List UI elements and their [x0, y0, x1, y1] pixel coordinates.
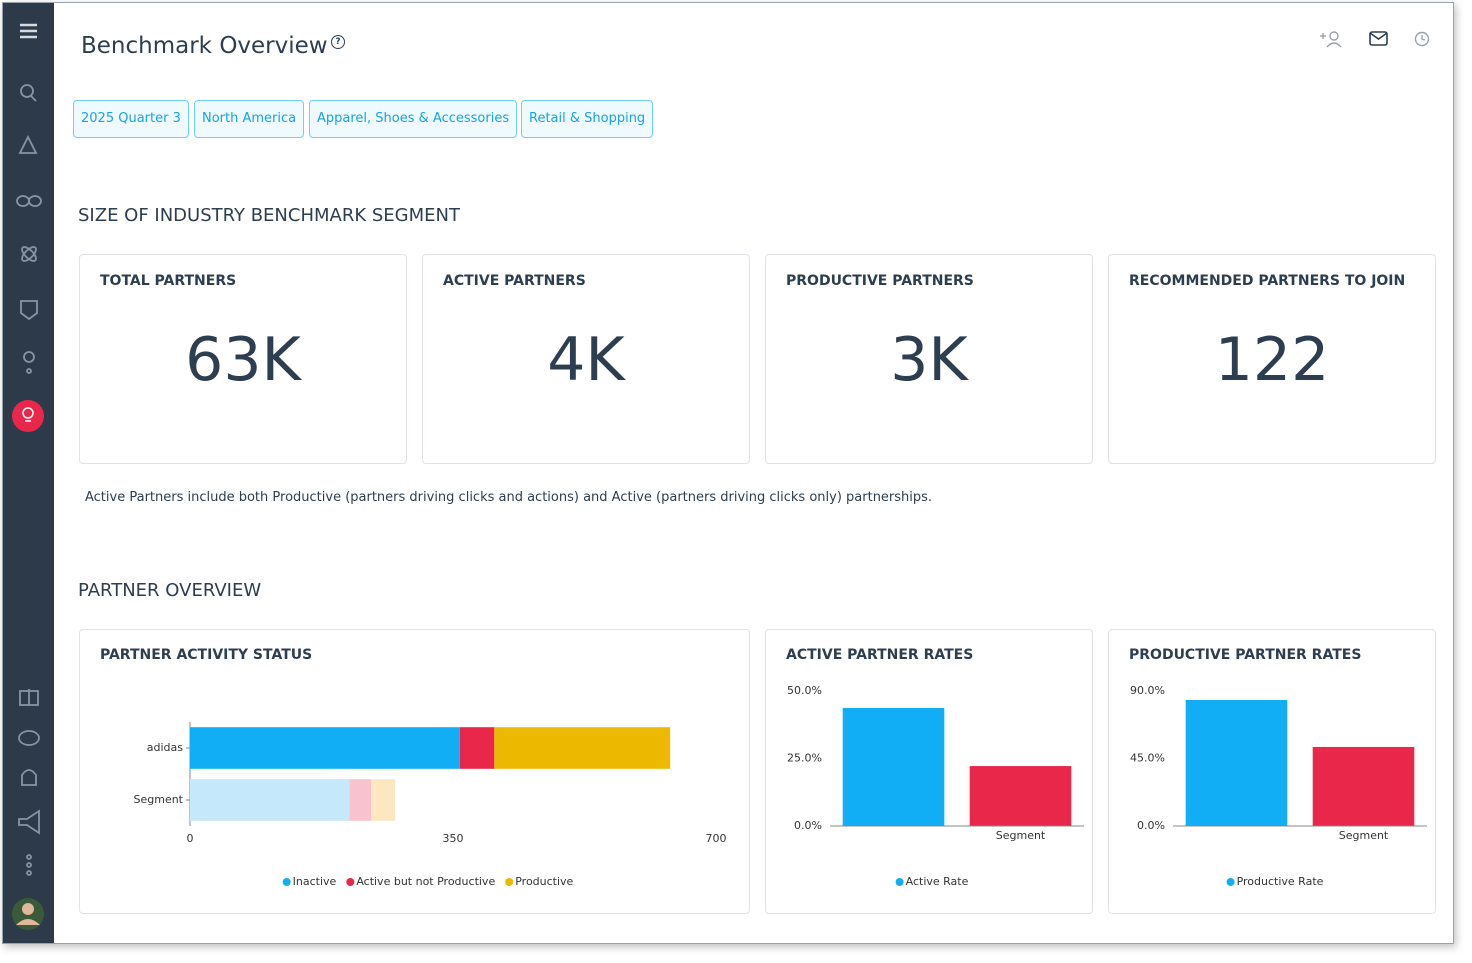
filter-chip[interactable]: Apparel, Shoes & Accessories	[309, 100, 518, 138]
legend-label: Productive Rate	[1237, 875, 1324, 888]
kpi-card: ACTIVE PARTNERS 4K	[422, 254, 750, 464]
y-tick-label: 0.0%	[1137, 819, 1165, 832]
legend-marker	[346, 878, 355, 886]
legend-label: Active but not Productive	[356, 875, 495, 888]
kpi-value: 4K	[547, 325, 625, 395]
more-icon[interactable]	[26, 854, 32, 876]
page-title: Benchmark Overview	[81, 33, 328, 59]
network-icon[interactable]	[18, 134, 38, 154]
chart-title: ACTIVE PARTNER RATES	[786, 647, 974, 663]
y-tick-label: 90.0%	[1130, 684, 1165, 697]
chat-icon[interactable]	[18, 730, 40, 746]
gift-icon[interactable]	[19, 689, 39, 706]
section-title: SIZE OF INDUSTRY BENCHMARK SEGMENT	[78, 205, 460, 226]
chart-card: PARTNER ACTIVITY STATUS	[79, 629, 750, 914]
shield-icon[interactable]	[20, 300, 38, 321]
atom-icon[interactable]	[20, 245, 38, 263]
legend-marker	[505, 878, 514, 886]
y-tick-label: 25.0%	[787, 752, 822, 765]
sidebar	[3, 3, 54, 943]
y-tick-label: 45.0%	[1130, 752, 1165, 765]
add-user-icon[interactable]	[1320, 31, 1342, 48]
bar-segment	[349, 779, 372, 821]
bar-segment	[494, 727, 671, 769]
kpi-label: RECOMMENDED PARTNERS TO JOIN	[1129, 273, 1406, 289]
x-tick-label: 0	[187, 832, 194, 845]
bar	[1312, 746, 1415, 826]
kpi-value: 63K	[185, 325, 301, 395]
y-tick-label: 0.0%	[794, 819, 822, 832]
y-tick-label: Segment	[134, 793, 184, 806]
y-tick-label: adidas	[147, 741, 184, 754]
bar-segment	[190, 779, 350, 821]
legend-marker	[895, 878, 904, 886]
sidebar-icons	[12, 23, 44, 930]
mail-icon[interactable]	[1369, 31, 1388, 46]
help-icon[interactable]: ?	[331, 35, 345, 49]
legend-marker	[282, 878, 291, 886]
clock-icon[interactable]	[1414, 31, 1430, 47]
kpi-label: PRODUCTIVE PARTNERS	[786, 273, 974, 289]
avatar[interactable]	[12, 898, 44, 930]
x-tick-label: 700	[706, 832, 727, 845]
kpi-label: ACTIVE PARTNERS	[443, 273, 586, 289]
chart-card: PRODUCTIVE PARTNER RATES	[1108, 629, 1436, 914]
bar	[969, 766, 1072, 826]
bar-segment	[190, 727, 460, 769]
search-icon[interactable]	[20, 84, 37, 102]
filter-chip[interactable]: 2025 Quarter 3	[73, 100, 189, 138]
kpi-card: RECOMMENDED PARTNERS TO JOIN 122	[1108, 254, 1436, 464]
menu-icon[interactable]	[20, 23, 37, 39]
bar-segment	[371, 779, 396, 821]
kpi-label: TOTAL PARTNERS	[100, 273, 237, 289]
chart-title: PARTNER ACTIVITY STATUS	[100, 647, 313, 663]
filter-chip[interactable]: Retail & Shopping	[521, 100, 654, 138]
bar	[1185, 700, 1288, 826]
chart-title: PRODUCTIVE PARTNER RATES	[1129, 647, 1362, 663]
legend-label: Productive	[515, 875, 573, 888]
y-tick-label: 50.0%	[787, 684, 822, 697]
bell-icon[interactable]	[21, 769, 37, 786]
kpi-value: 3K	[890, 325, 968, 395]
filter-chip[interactable]: North America	[194, 100, 305, 138]
pin-icon[interactable]	[23, 351, 35, 374]
kpi-card: TOTAL PARTNERS 63K	[79, 254, 407, 464]
chart-card: ACTIVE PARTNER RATES	[765, 629, 1093, 914]
legend-label: Inactive	[293, 875, 337, 888]
legend-marker	[1226, 878, 1235, 886]
megaphone-icon[interactable]	[18, 809, 40, 835]
kpi-card: PRODUCTIVE PARTNERS 3K	[765, 254, 1093, 464]
bar	[842, 708, 945, 826]
x-tick-label: 350	[443, 832, 464, 845]
header-icons	[1320, 31, 1430, 48]
insights-icon[interactable]	[12, 400, 44, 432]
legend-label: Active Rate	[906, 875, 969, 888]
bar-segment	[459, 727, 495, 769]
note: Active Partners include both Productive …	[85, 490, 933, 505]
section-title: PARTNER OVERVIEW	[78, 580, 262, 601]
kpi-value: 122	[1214, 325, 1330, 395]
x-tick-label: Segment	[1339, 829, 1389, 842]
x-tick-label: Segment	[996, 829, 1046, 842]
infinity-icon[interactable]	[16, 195, 42, 207]
